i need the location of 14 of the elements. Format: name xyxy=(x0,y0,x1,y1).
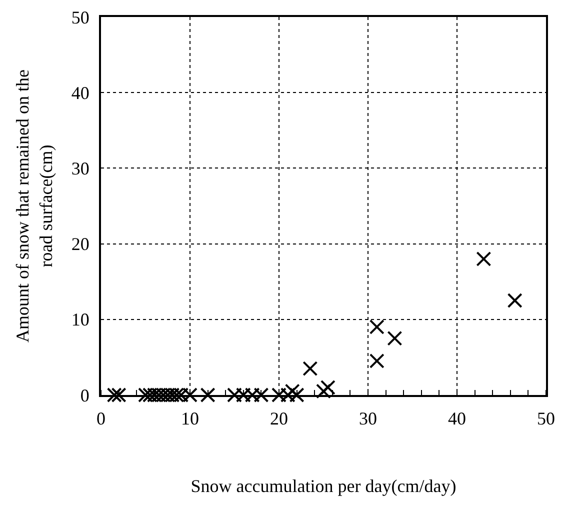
x-tick-label: 20 xyxy=(270,408,288,429)
x-tick-label: 30 xyxy=(359,408,377,429)
y-tick-label: 30 xyxy=(71,158,90,178)
x-tick-label: 10 xyxy=(181,408,199,429)
x-axis-title: Snow accumulation per day(cm/day) xyxy=(190,476,456,496)
y-tick-label: 10 xyxy=(71,310,90,330)
y-tick-label: 0 xyxy=(80,385,90,406)
x-tick-label: 0 xyxy=(96,408,106,429)
x-tick-label: 40 xyxy=(448,408,466,429)
y-tick-label: 50 xyxy=(71,7,90,28)
x-tick-label: 50 xyxy=(537,408,555,429)
y-tick-label: 40 xyxy=(71,82,90,103)
y-axis-title: Amount of snow that remained on the road surface(cm) xyxy=(12,70,56,342)
y-tick-label: 20 xyxy=(71,234,90,254)
